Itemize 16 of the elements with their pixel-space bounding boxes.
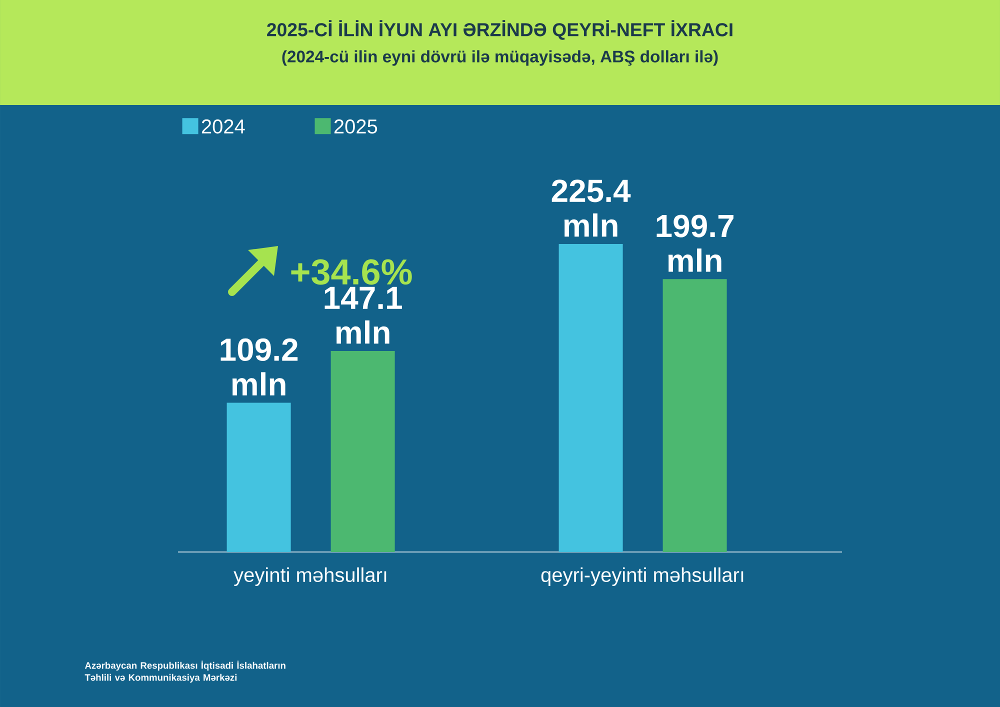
annotation: +34.6% <box>291 259 412 285</box>
x-tick-label: yeyinti məhsulları <box>234 567 386 586</box>
chart-title: 2025-Cİ İLİN İYUN AYI ƏRZİNDƏ QEYRİ-NEFT İXRACI <box>267 20 732 40</box>
data-label: 199.7 mln <box>656 214 734 272</box>
text: Azərbaycan Respublikası İqtisadi İslahatların Təhlili və Kommunikasiya Mərkəzi <box>84 660 286 683</box>
bar <box>226 402 291 552</box>
bar <box>330 350 395 552</box>
x-tick-label: qeyri-yeyinti məhsulları <box>541 567 744 586</box>
data-label: 147.1 mln <box>324 286 402 344</box>
bar <box>558 244 623 552</box>
chart-subtitle: (2024-cü ilin eyni dövrü ilə müqayisədə, ABŞ dolları ilə) <box>282 50 718 66</box>
data-label: 109.2 mln <box>220 338 298 396</box>
data-label: 225.4 mln <box>552 180 631 237</box>
legend-label: 2025 <box>334 119 378 134</box>
bar <box>662 279 727 552</box>
legend-label: 2024 <box>202 119 245 134</box>
